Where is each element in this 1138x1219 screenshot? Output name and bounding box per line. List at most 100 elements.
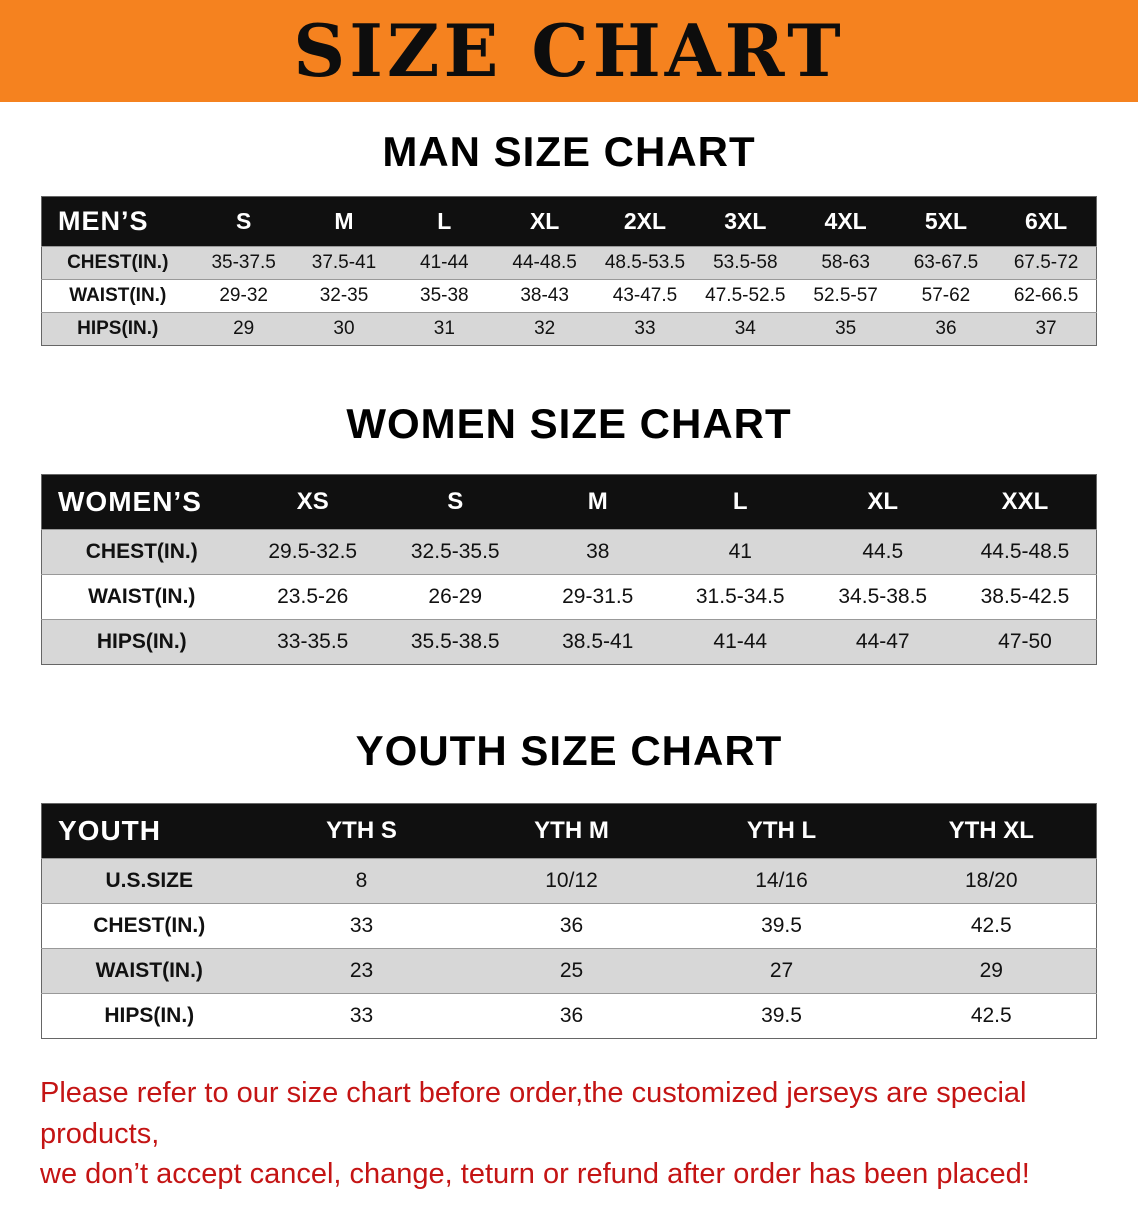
- disclaimer-line-1: Please refer to our size chart before or…: [40, 1077, 1027, 1150]
- measurement-value: 35-38: [394, 279, 495, 313]
- measurement-value: 48.5-53.5: [594, 246, 696, 280]
- measurement-value: 33: [256, 903, 467, 949]
- measurement-value: 31: [394, 312, 495, 346]
- size-column-header: 5XL: [895, 196, 997, 247]
- measurement-value: 38.5-42.5: [954, 574, 1097, 620]
- measurement-value: 27: [676, 948, 887, 994]
- measurement-value: 30: [293, 312, 395, 346]
- size-column-header: XL: [494, 196, 595, 247]
- measurement-row: HIPS(IN.) 29 30 31 32 33 34 35 36 37: [41, 312, 1097, 346]
- measurement-value: 29-31.5: [526, 574, 669, 620]
- men-size-chart-section: MAN SIZE CHART MEN’S S M L XL 2XL 3XL 4XL 5XL 6XL…: [0, 128, 1138, 346]
- size-column-header: YTH XL: [886, 803, 1097, 859]
- size-column-header: 2XL: [594, 196, 696, 247]
- measurement-row: WAIST(IN.) 23.5-26 26-29 29-31.5 31.5-34.5 34…: [41, 574, 1097, 620]
- measurement-value: 41: [669, 529, 812, 575]
- measurement-label: HIPS(IN.): [41, 312, 194, 346]
- measurement-value: 44-47: [811, 619, 954, 665]
- measurement-value: 38: [526, 529, 669, 575]
- measurement-row: HIPS(IN.) 33 36 39.5 42.5: [41, 993, 1097, 1039]
- measurement-value: 38.5-41: [526, 619, 669, 665]
- size-column-header: 6XL: [996, 196, 1097, 247]
- measurement-label: WAIST(IN.): [41, 279, 194, 313]
- size-column-header: 4XL: [795, 196, 896, 247]
- measurement-value: 29-32: [193, 279, 294, 313]
- measurement-value: 44-48.5: [494, 246, 595, 280]
- measurement-value: 36: [466, 993, 677, 1039]
- measurement-value: 37: [996, 312, 1097, 346]
- women-section-heading: WOMEN SIZE CHART: [346, 400, 792, 447]
- measurement-value: 42.5: [886, 993, 1097, 1039]
- measurement-label: CHEST(IN.): [41, 903, 257, 949]
- measurement-label: WAIST(IN.): [41, 574, 242, 620]
- measurement-value: 34: [695, 312, 796, 346]
- measurement-value: 34.5-38.5: [811, 574, 954, 620]
- size-column-header: XXL: [954, 474, 1097, 530]
- measurement-value: 33-35.5: [241, 619, 384, 665]
- size-column-header: XL: [811, 474, 954, 530]
- measurement-label: U.S.SIZE: [41, 858, 257, 904]
- measurement-row: CHEST(IN.) 33 36 39.5 42.5: [41, 903, 1097, 949]
- measurement-value: 39.5: [676, 993, 887, 1039]
- measurement-value: 37.5-41: [293, 246, 395, 280]
- measurement-label: HIPS(IN.): [41, 993, 257, 1039]
- men-size-table: MEN’S S M L XL 2XL 3XL 4XL 5XL 6XL CHEST(IN.) 35-37…: [41, 196, 1097, 346]
- measurement-value: 33: [594, 312, 696, 346]
- size-column-header: S: [384, 474, 527, 530]
- size-column-header: M: [526, 474, 669, 530]
- size-column-header: YTH M: [466, 803, 677, 859]
- measurement-row: CHEST(IN.) 35-37.5 37.5-41 41-44 44-48.5 48.5…: [41, 246, 1097, 280]
- disclaimer: Please refer to our size chart before or…: [40, 1073, 1100, 1195]
- measurement-label: WAIST(IN.): [41, 948, 257, 994]
- measurement-row: HIPS(IN.) 33-35.5 35.5-38.5 38.5-41 41-44 44-…: [41, 619, 1097, 665]
- measurement-row: U.S.SIZE 8 10/12 14/16 18/20: [41, 858, 1097, 904]
- measurement-value: 52.5-57: [795, 279, 896, 313]
- measurement-value: 53.5-58: [695, 246, 796, 280]
- measurement-value: 47-50: [954, 619, 1097, 665]
- size-column-header: L: [394, 196, 495, 247]
- measurement-value: 63-67.5: [895, 246, 997, 280]
- measurement-value: 62-66.5: [996, 279, 1097, 313]
- measurement-value: 41-44: [394, 246, 495, 280]
- measurement-value: 36: [895, 312, 997, 346]
- size-header-row: MEN’S S M L XL 2XL 3XL 4XL 5XL 6XL: [41, 196, 1097, 247]
- women-size-chart-section: WOMEN SIZE CHART WOMEN’S XS S M L XL XXL CHEST(…: [0, 400, 1138, 665]
- table-group-label: MEN’S: [41, 196, 194, 247]
- men-section-heading: MAN SIZE CHART: [382, 128, 756, 175]
- measurement-value: 26-29: [384, 574, 527, 620]
- measurement-value: 43-47.5: [594, 279, 696, 313]
- size-header-row: YOUTH YTH S YTH M YTH L YTH XL: [41, 803, 1097, 859]
- measurement-value: 57-62: [895, 279, 997, 313]
- measurement-value: 35: [795, 312, 896, 346]
- measurement-row: CHEST(IN.) 29.5-32.5 32.5-35.5 38 41 44.5 44.5…: [41, 529, 1097, 575]
- youth-size-chart-section: YOUTH SIZE CHART YOUTH YTH S YTH M YTH L YTH…: [0, 727, 1138, 1039]
- measurement-value: 23.5-26: [241, 574, 384, 620]
- measurement-row: WAIST(IN.) 29-32 32-35 35-38 38-43 43-47.5 47.…: [41, 279, 1097, 313]
- measurement-value: 18/20: [886, 858, 1097, 904]
- measurement-value: 47.5-52.5: [695, 279, 796, 313]
- measurement-value: 33: [256, 993, 467, 1039]
- measurement-value: 29: [886, 948, 1097, 994]
- measurement-label: CHEST(IN.): [41, 529, 242, 575]
- measurement-value: 44.5-48.5: [954, 529, 1097, 575]
- measurement-value: 41-44: [669, 619, 812, 665]
- size-column-header: M: [293, 196, 395, 247]
- measurement-value: 29.5-32.5: [241, 529, 384, 575]
- youth-section-heading: YOUTH SIZE CHART: [355, 727, 783, 774]
- size-column-header: 3XL: [695, 196, 796, 247]
- measurement-value: 58-63: [795, 246, 896, 280]
- measurement-value: 14/16: [676, 858, 887, 904]
- measurement-value: 35.5-38.5: [384, 619, 527, 665]
- measurement-value: 36: [466, 903, 677, 949]
- youth-size-table: YOUTH YTH S YTH M YTH L YTH XL U.S.SIZE 8 10/12…: [41, 803, 1097, 1039]
- measurement-value: 39.5: [676, 903, 887, 949]
- measurement-value: 32.5-35.5: [384, 529, 527, 575]
- measurement-value: 8: [256, 858, 467, 904]
- measurement-value: 29: [193, 312, 294, 346]
- measurement-row: WAIST(IN.) 23 25 27 29: [41, 948, 1097, 994]
- measurement-value: 67.5-72: [996, 246, 1097, 280]
- women-size-table: WOMEN’S XS S M L XL XXL CHEST(IN.) 29.5-32.5 32.5…: [41, 474, 1097, 665]
- size-column-header: XS: [241, 474, 384, 530]
- measurement-value: 42.5: [886, 903, 1097, 949]
- table-group-label: WOMEN’S: [41, 474, 242, 530]
